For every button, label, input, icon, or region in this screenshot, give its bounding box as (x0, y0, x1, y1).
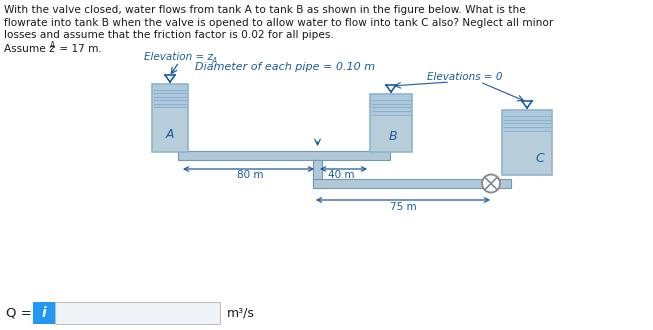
Text: flowrate into tank B when the valve is opened to allow water to flow into tank C: flowrate into tank B when the valve is o… (4, 17, 553, 27)
Bar (153, 85, 187, 108)
Text: Q =: Q = (6, 307, 32, 319)
Bar (503, 111, 551, 132)
Text: 40 m: 40 m (328, 170, 355, 180)
Bar (178, 152, 187, 160)
Text: = 17 m.: = 17 m. (56, 44, 102, 53)
Bar (502, 110, 552, 175)
Text: 75 m: 75 m (390, 202, 417, 212)
Bar (33, 302, 55, 324)
Bar (371, 95, 411, 116)
Text: Assume z: Assume z (4, 44, 55, 53)
Text: A: A (50, 41, 56, 49)
Text: i: i (42, 306, 46, 320)
Bar (370, 94, 412, 152)
Text: losses and assume that the friction factor is 0.02 for all pipes.: losses and assume that the friction fact… (4, 30, 334, 40)
Circle shape (482, 175, 500, 192)
Text: Diameter of each pipe = 0.10 m: Diameter of each pipe = 0.10 m (195, 62, 375, 72)
Text: 80 m: 80 m (237, 170, 264, 180)
Bar (493, 179, 511, 188)
Text: Elevations = 0: Elevations = 0 (427, 72, 503, 82)
Bar (313, 160, 322, 188)
Text: m³/s: m³/s (227, 307, 255, 319)
Text: C: C (535, 152, 545, 166)
Text: Elevation = z: Elevation = z (144, 52, 213, 62)
Bar (313, 179, 493, 188)
Bar (152, 84, 188, 152)
Text: A: A (166, 127, 174, 141)
Bar (55, 302, 220, 324)
Text: A: A (211, 57, 216, 66)
Bar (178, 151, 390, 160)
Text: B: B (389, 129, 397, 143)
Text: With the valve closed, water flows from tank A to tank B as shown in the figure : With the valve closed, water flows from … (4, 5, 526, 15)
